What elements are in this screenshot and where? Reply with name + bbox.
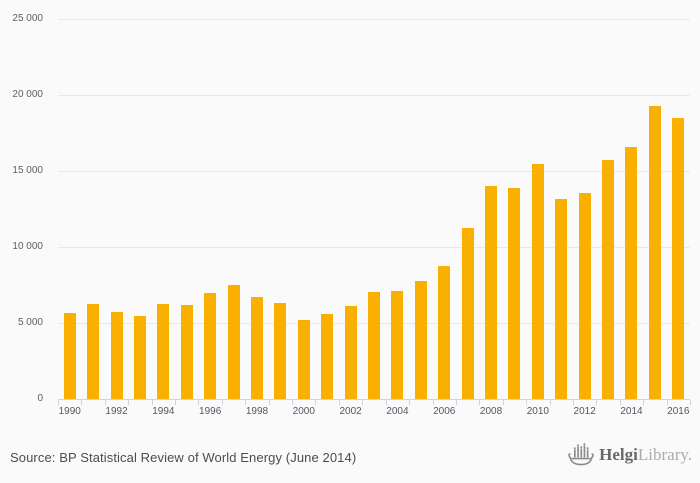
bar-1999 bbox=[274, 302, 287, 399]
x-axis-tick bbox=[362, 400, 364, 405]
x-axis-tick bbox=[502, 400, 504, 405]
bar-chart: 0 5 000 10 000 15 000 20 000 25 000 1990 1992 19… bbox=[12, 13, 691, 417]
x-axis-tick bbox=[596, 400, 598, 405]
bar-2007 bbox=[461, 228, 474, 399]
bar-2011 bbox=[555, 198, 568, 399]
x-axis-tick bbox=[198, 400, 200, 405]
y-tick-label: 10 000 bbox=[12, 241, 43, 252]
x-axis-line bbox=[58, 399, 690, 400]
x-axis-tick bbox=[245, 400, 247, 405]
x-axis-tick bbox=[338, 400, 340, 405]
x-tick-label: 2000 bbox=[292, 406, 315, 417]
bar-2013 bbox=[602, 159, 615, 399]
x-axis-tick bbox=[549, 400, 551, 405]
x-axis-tick bbox=[81, 400, 83, 405]
bar-2010 bbox=[531, 163, 544, 399]
x-axis-tick bbox=[572, 400, 574, 405]
x-axis-tick bbox=[175, 400, 177, 405]
y-tick-label: 0 bbox=[37, 393, 43, 404]
bar-1991 bbox=[87, 304, 100, 399]
bar-2015 bbox=[648, 105, 661, 399]
x-axis-tick bbox=[151, 400, 153, 405]
x-axis-tick bbox=[315, 400, 317, 405]
bar-2004 bbox=[391, 290, 404, 399]
helgi-library-logo[interactable]: HelgiLibrary. bbox=[566, 441, 692, 469]
bar-1998 bbox=[250, 297, 263, 399]
bar-2016 bbox=[672, 117, 685, 399]
x-axis-tick bbox=[455, 400, 457, 405]
source-note: Source: BP Statistical Review of World E… bbox=[10, 450, 357, 465]
bar-2002 bbox=[344, 305, 357, 399]
x-tick-label: 1992 bbox=[105, 406, 128, 417]
y-tick-label: 25 000 bbox=[12, 13, 43, 24]
x-tick-label: 2012 bbox=[573, 406, 596, 417]
x-axis-tick bbox=[526, 400, 528, 405]
logo-text-library: Library. bbox=[637, 445, 692, 464]
x-tick-label: 1994 bbox=[152, 406, 175, 417]
gridline-15000 bbox=[58, 171, 690, 172]
x-axis-tick bbox=[479, 400, 481, 405]
bar-1994 bbox=[157, 304, 170, 399]
logo-text: HelgiLibrary. bbox=[599, 442, 692, 468]
x-axis-tick bbox=[268, 400, 270, 405]
x-axis-tick bbox=[58, 400, 59, 405]
x-axis-tick bbox=[409, 400, 411, 405]
logo-text-helgi: Helgi bbox=[599, 445, 638, 464]
y-tick-label: 20 000 bbox=[12, 89, 43, 100]
gridline-25000 bbox=[58, 19, 690, 20]
x-axis-tick bbox=[432, 400, 434, 405]
x-tick-label: 1990 bbox=[58, 406, 81, 417]
x-axis-tick bbox=[385, 400, 387, 405]
x-axis-tick bbox=[666, 400, 668, 405]
bar-2009 bbox=[508, 187, 521, 399]
x-axis-tick bbox=[128, 400, 130, 405]
bar-2001 bbox=[321, 313, 334, 399]
bar-2008 bbox=[485, 185, 498, 399]
x-axis-tick bbox=[292, 400, 294, 405]
x-axis-tick bbox=[619, 400, 621, 405]
bar-1996 bbox=[204, 293, 217, 399]
viking-ship-icon bbox=[566, 441, 596, 469]
bar-2006 bbox=[438, 265, 451, 399]
x-tick-label: 1996 bbox=[199, 406, 222, 417]
x-axis-tick bbox=[104, 400, 106, 405]
x-tick-label: 2010 bbox=[526, 406, 549, 417]
bar-2003 bbox=[368, 291, 380, 399]
chart-footer: Source: BP Statistical Review of World E… bbox=[0, 432, 700, 483]
bar-1992 bbox=[110, 312, 123, 399]
gridline-20000 bbox=[58, 95, 690, 96]
x-tick-label: 2014 bbox=[620, 406, 643, 417]
gridline-10000 bbox=[58, 247, 690, 248]
x-tick-label: 2004 bbox=[386, 406, 409, 417]
x-tick-label: 2006 bbox=[433, 406, 456, 417]
y-tick-label: 15 000 bbox=[12, 165, 43, 176]
bar-2005 bbox=[414, 280, 427, 399]
x-tick-label: 2008 bbox=[479, 406, 503, 417]
bar-1997 bbox=[227, 284, 240, 399]
x-tick-label: 1998 bbox=[245, 406, 269, 417]
x-axis-tick bbox=[690, 400, 691, 405]
bar-1995 bbox=[180, 305, 193, 399]
bar-1993 bbox=[133, 315, 146, 399]
x-axis-tick bbox=[643, 400, 645, 405]
bar-1990 bbox=[63, 313, 76, 399]
bar-2012 bbox=[578, 193, 591, 399]
bar-2000 bbox=[297, 319, 310, 399]
y-tick-label: 5 000 bbox=[17, 317, 43, 328]
x-tick-label: 2016 bbox=[667, 406, 690, 417]
x-axis-tick bbox=[221, 400, 223, 405]
bar-2014 bbox=[625, 146, 638, 399]
x-tick-label: 2002 bbox=[339, 406, 362, 417]
